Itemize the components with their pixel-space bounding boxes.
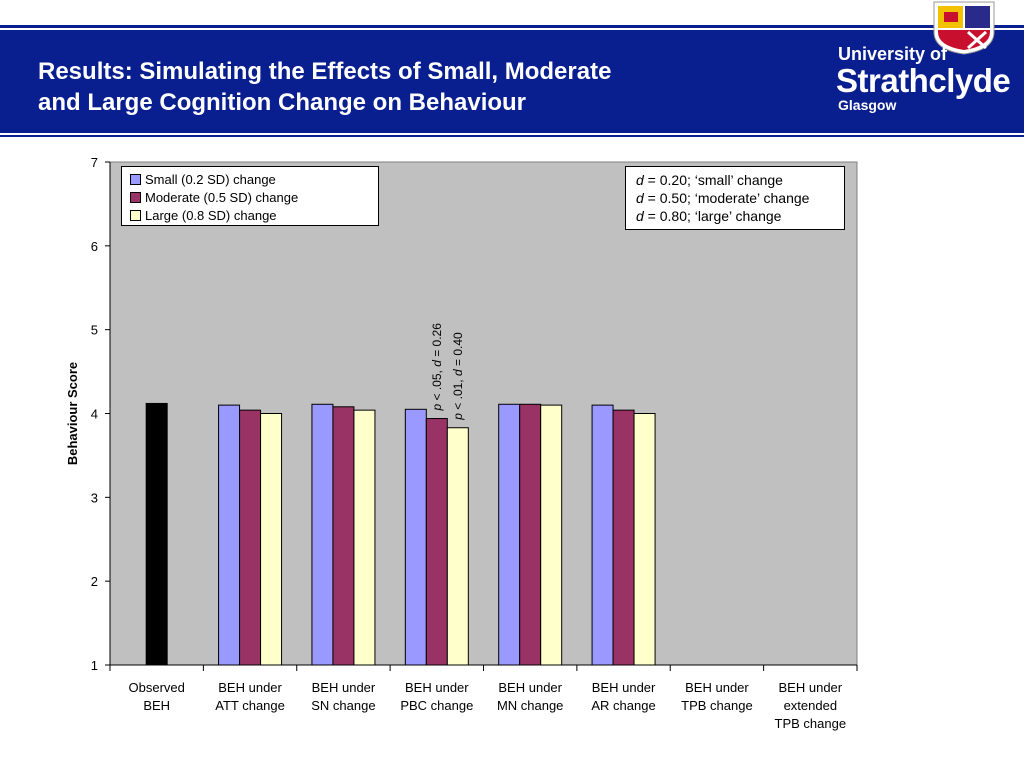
slide-title: Results: Simulating the Effects of Small… <box>38 56 798 118</box>
annotation-part: < .01, <box>451 376 465 413</box>
x-category-label-line: BEH under <box>498 680 562 695</box>
x-category-label-line: BEH under <box>685 680 749 695</box>
bar-series-0-cat-2 <box>311 403 334 666</box>
logo-glasgow: Glasgow <box>838 97 897 113</box>
x-category-label-line: extended <box>784 698 838 713</box>
legend-label-large: Large (0.8 SD) change <box>145 207 277 223</box>
x-category-label-line: BEH under <box>218 680 282 695</box>
x-category-label-line: ATT change <box>215 698 285 713</box>
chart-legend: Small (0.2 SD) change Moderate (0.5 SD) … <box>121 166 379 226</box>
bar-series-2-cat-1 <box>260 413 283 666</box>
x-category-label-line: Observed <box>129 680 185 695</box>
x-category-label: BEH under PBC change <box>400 680 473 713</box>
x-category-label: BEH under extended TPB change <box>775 680 847 731</box>
legend-swatch-moderate <box>130 191 141 203</box>
annotation-part: d <box>430 360 444 367</box>
y-tick-label: 3 <box>91 490 98 505</box>
y-tick-label: 1 <box>91 658 98 673</box>
x-category-label-line: TPB change <box>681 698 753 713</box>
x-category-label-line: SN change <box>311 698 375 713</box>
logo-strathclyde: Strathclyde <box>836 62 1011 99</box>
bar-series-1-cat-5 <box>612 409 635 666</box>
bar-series-2-cat-5 <box>633 413 656 666</box>
note-line-large: d = 0.80; ‘large’ change <box>636 207 844 225</box>
bar-series-1-cat-3 <box>425 418 448 666</box>
note-text-large: = 0.80; ‘large’ change <box>643 208 782 224</box>
effect-size-note: d = 0.20; ‘small’ change d = 0.50; ‘mode… <box>625 166 845 230</box>
bar-series-1-cat-2 <box>332 406 355 666</box>
x-category-label-line: BEH under <box>779 680 843 695</box>
x-category-label-line: BEH under <box>592 680 656 695</box>
legend-item-small: Small (0.2 SD) change <box>130 171 276 187</box>
note-line-small: d = 0.20; ‘small’ change <box>636 171 844 189</box>
x-category-label-line: MN change <box>497 698 563 713</box>
legend-item-large: Large (0.8 SD) change <box>130 207 277 223</box>
annotation-part: = 0.40 <box>451 332 465 369</box>
note-text-moderate: = 0.50; ‘moderate’ change <box>643 190 810 206</box>
slide-header: Results: Simulating the Effects of Small… <box>0 0 1024 140</box>
significance-annotation: p < .05, d = 0.26 <box>430 323 444 412</box>
x-category-label: Observed BEH <box>129 680 185 713</box>
x-category-label-line: BEH <box>143 698 170 713</box>
bar-observed-beh <box>145 402 168 666</box>
note-d-symbol: d <box>636 172 644 188</box>
bar-series-2-cat-2 <box>353 409 376 666</box>
bar-series-0-cat-3 <box>404 408 427 666</box>
x-category-label: BEH under AR change <box>591 680 656 713</box>
x-category-label-line: AR change <box>591 698 655 713</box>
legend-label-small: Small (0.2 SD) change <box>145 171 276 187</box>
slide-title-line-2: and Large Cognition Change on Behaviour <box>38 89 527 116</box>
x-category-label: BEH under TPB change <box>681 680 753 713</box>
x-category-label: BEH under ATT change <box>215 680 285 713</box>
x-category-label-line: BEH under <box>405 680 469 695</box>
bar-series-0-cat-5 <box>591 404 614 666</box>
bar-series-2-cat-4 <box>540 404 563 666</box>
x-category-label-line: BEH under <box>312 680 376 695</box>
legend-item-moderate: Moderate (0.5 SD) change <box>130 189 298 205</box>
bar-series-1-cat-1 <box>239 409 262 666</box>
annotation-part: < .05, <box>430 367 444 404</box>
y-tick-label: 2 <box>91 574 98 589</box>
y-tick-label: 5 <box>91 323 98 338</box>
annotation-part: p <box>451 413 465 421</box>
x-category-label-line: PBC change <box>400 698 473 713</box>
note-d-symbol: d <box>636 208 644 224</box>
header-top-rule <box>0 25 1024 28</box>
y-tick-label: 4 <box>91 407 98 422</box>
university-crest-icon <box>933 1 995 55</box>
slide-title-line-1: Results: Simulating the Effects of Small… <box>38 58 612 85</box>
annotation-part: d <box>451 369 465 376</box>
y-axis-label: Behaviour Score <box>65 362 80 465</box>
legend-label-moderate: Moderate (0.5 SD) change <box>145 189 299 205</box>
significance-annotation: p < .01, d = 0.40 <box>451 332 465 421</box>
bar-series-1-cat-4 <box>519 403 542 666</box>
bar-series-0-cat-1 <box>218 404 241 666</box>
note-text-small: = 0.20; ‘small’ change <box>643 172 783 188</box>
logo-university-of: University of <box>838 44 948 64</box>
note-d-symbol: d <box>636 190 644 206</box>
header-band <box>0 30 1024 133</box>
note-line-moderate: d = 0.50; ‘moderate’ change <box>636 189 844 207</box>
x-category-label-line: TPB change <box>775 716 847 731</box>
bar-series-2-cat-3 <box>446 427 469 666</box>
x-category-label: BEH under SN change <box>311 680 376 713</box>
legend-swatch-small <box>130 173 141 185</box>
x-category-label: BEH under MN change <box>497 680 563 713</box>
legend-swatch-large <box>130 209 141 221</box>
y-tick-label: 7 <box>91 155 98 170</box>
annotation-part: = 0.26 <box>430 323 444 360</box>
header-bottom-rule <box>0 135 1024 137</box>
y-tick-label: 6 <box>91 239 98 254</box>
bar-series-0-cat-4 <box>498 403 521 666</box>
annotation-part: p <box>430 404 444 412</box>
